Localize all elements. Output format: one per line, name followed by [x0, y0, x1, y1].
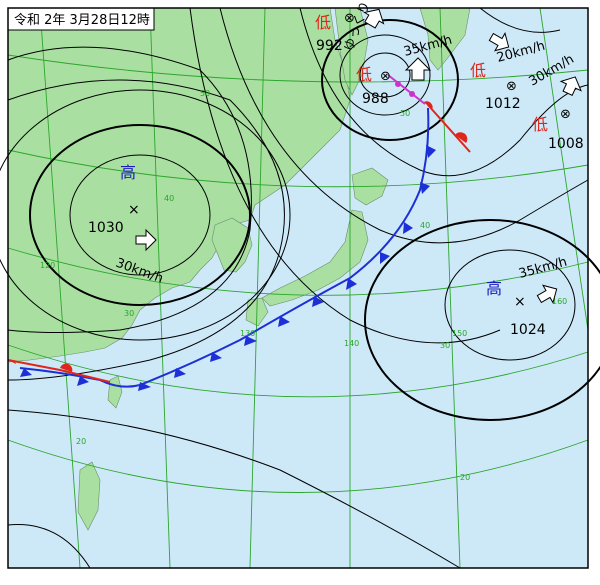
low-center-pressure: 988: [362, 91, 389, 107]
svg-text:20: 20: [460, 473, 470, 482]
low-ne2-center: ⊗: [560, 107, 571, 122]
low-center-arrow: [404, 57, 432, 81]
low-ne2-label: 低: [532, 115, 548, 134]
svg-text:30: 30: [124, 309, 134, 318]
high-west-arrow: [135, 228, 157, 252]
low-ne2-pressure: 1008: [548, 136, 584, 152]
occluded-front-symbols: [395, 81, 415, 97]
high-east-arrow: [536, 284, 558, 304]
high-west-pressure: 1030: [88, 220, 124, 236]
graticule-labels: 50 40 30 20 120 130 140 150 160 50 40 30…: [40, 89, 567, 482]
low-north-label: 低: [315, 13, 331, 32]
land-honshu: [261, 209, 369, 307]
low-north-center: ⊗: [344, 11, 355, 26]
svg-text:150: 150: [452, 329, 467, 338]
land-korea: [211, 217, 253, 273]
svg-text:40: 40: [164, 194, 174, 203]
cold-front-symbols: [20, 145, 436, 391]
high-east-pressure: 1024: [510, 322, 546, 338]
svg-text:20: 20: [76, 437, 86, 446]
svg-text:50: 50: [200, 89, 210, 98]
low-north-pressure: 992: [316, 38, 343, 54]
svg-text:40: 40: [420, 221, 430, 230]
warm-front-symbols: [8, 101, 468, 372]
low-north-arrow: [363, 8, 385, 29]
svg-text:140: 140: [344, 339, 359, 348]
occluded-front: [387, 74, 426, 105]
map-title: 令和 2年 3月28日12時: [14, 13, 150, 28]
svg-text:30: 30: [440, 341, 450, 350]
high-west-label: 高: [120, 163, 136, 182]
low-ne1-label: 低: [470, 61, 486, 80]
svg-text:130: 130: [240, 329, 255, 338]
low-ne1-arrow: [488, 32, 510, 52]
high-west-center: ×: [128, 202, 140, 218]
svg-text:120: 120: [40, 261, 55, 270]
land-philippines: [77, 461, 101, 531]
isobars: [0, 7, 600, 569]
low-ne1-center: ⊗: [506, 79, 517, 94]
high-east-label: 高: [486, 279, 502, 298]
low-ne2-arrow: [559, 76, 582, 97]
svg-text:160: 160: [552, 297, 567, 306]
svg-text:50: 50: [400, 109, 410, 118]
low-center-label: 低: [356, 65, 372, 84]
land-kamchatka: [419, 7, 471, 71]
warm-front-east: [427, 104, 471, 153]
graticule: [7, 7, 589, 569]
warm-front-west: [7, 359, 111, 383]
high-east-center: ×: [514, 294, 526, 310]
map-border: [7, 7, 589, 569]
low-ne1-pressure: 1012: [485, 96, 521, 112]
low-center-center: ⊗: [380, 69, 391, 84]
